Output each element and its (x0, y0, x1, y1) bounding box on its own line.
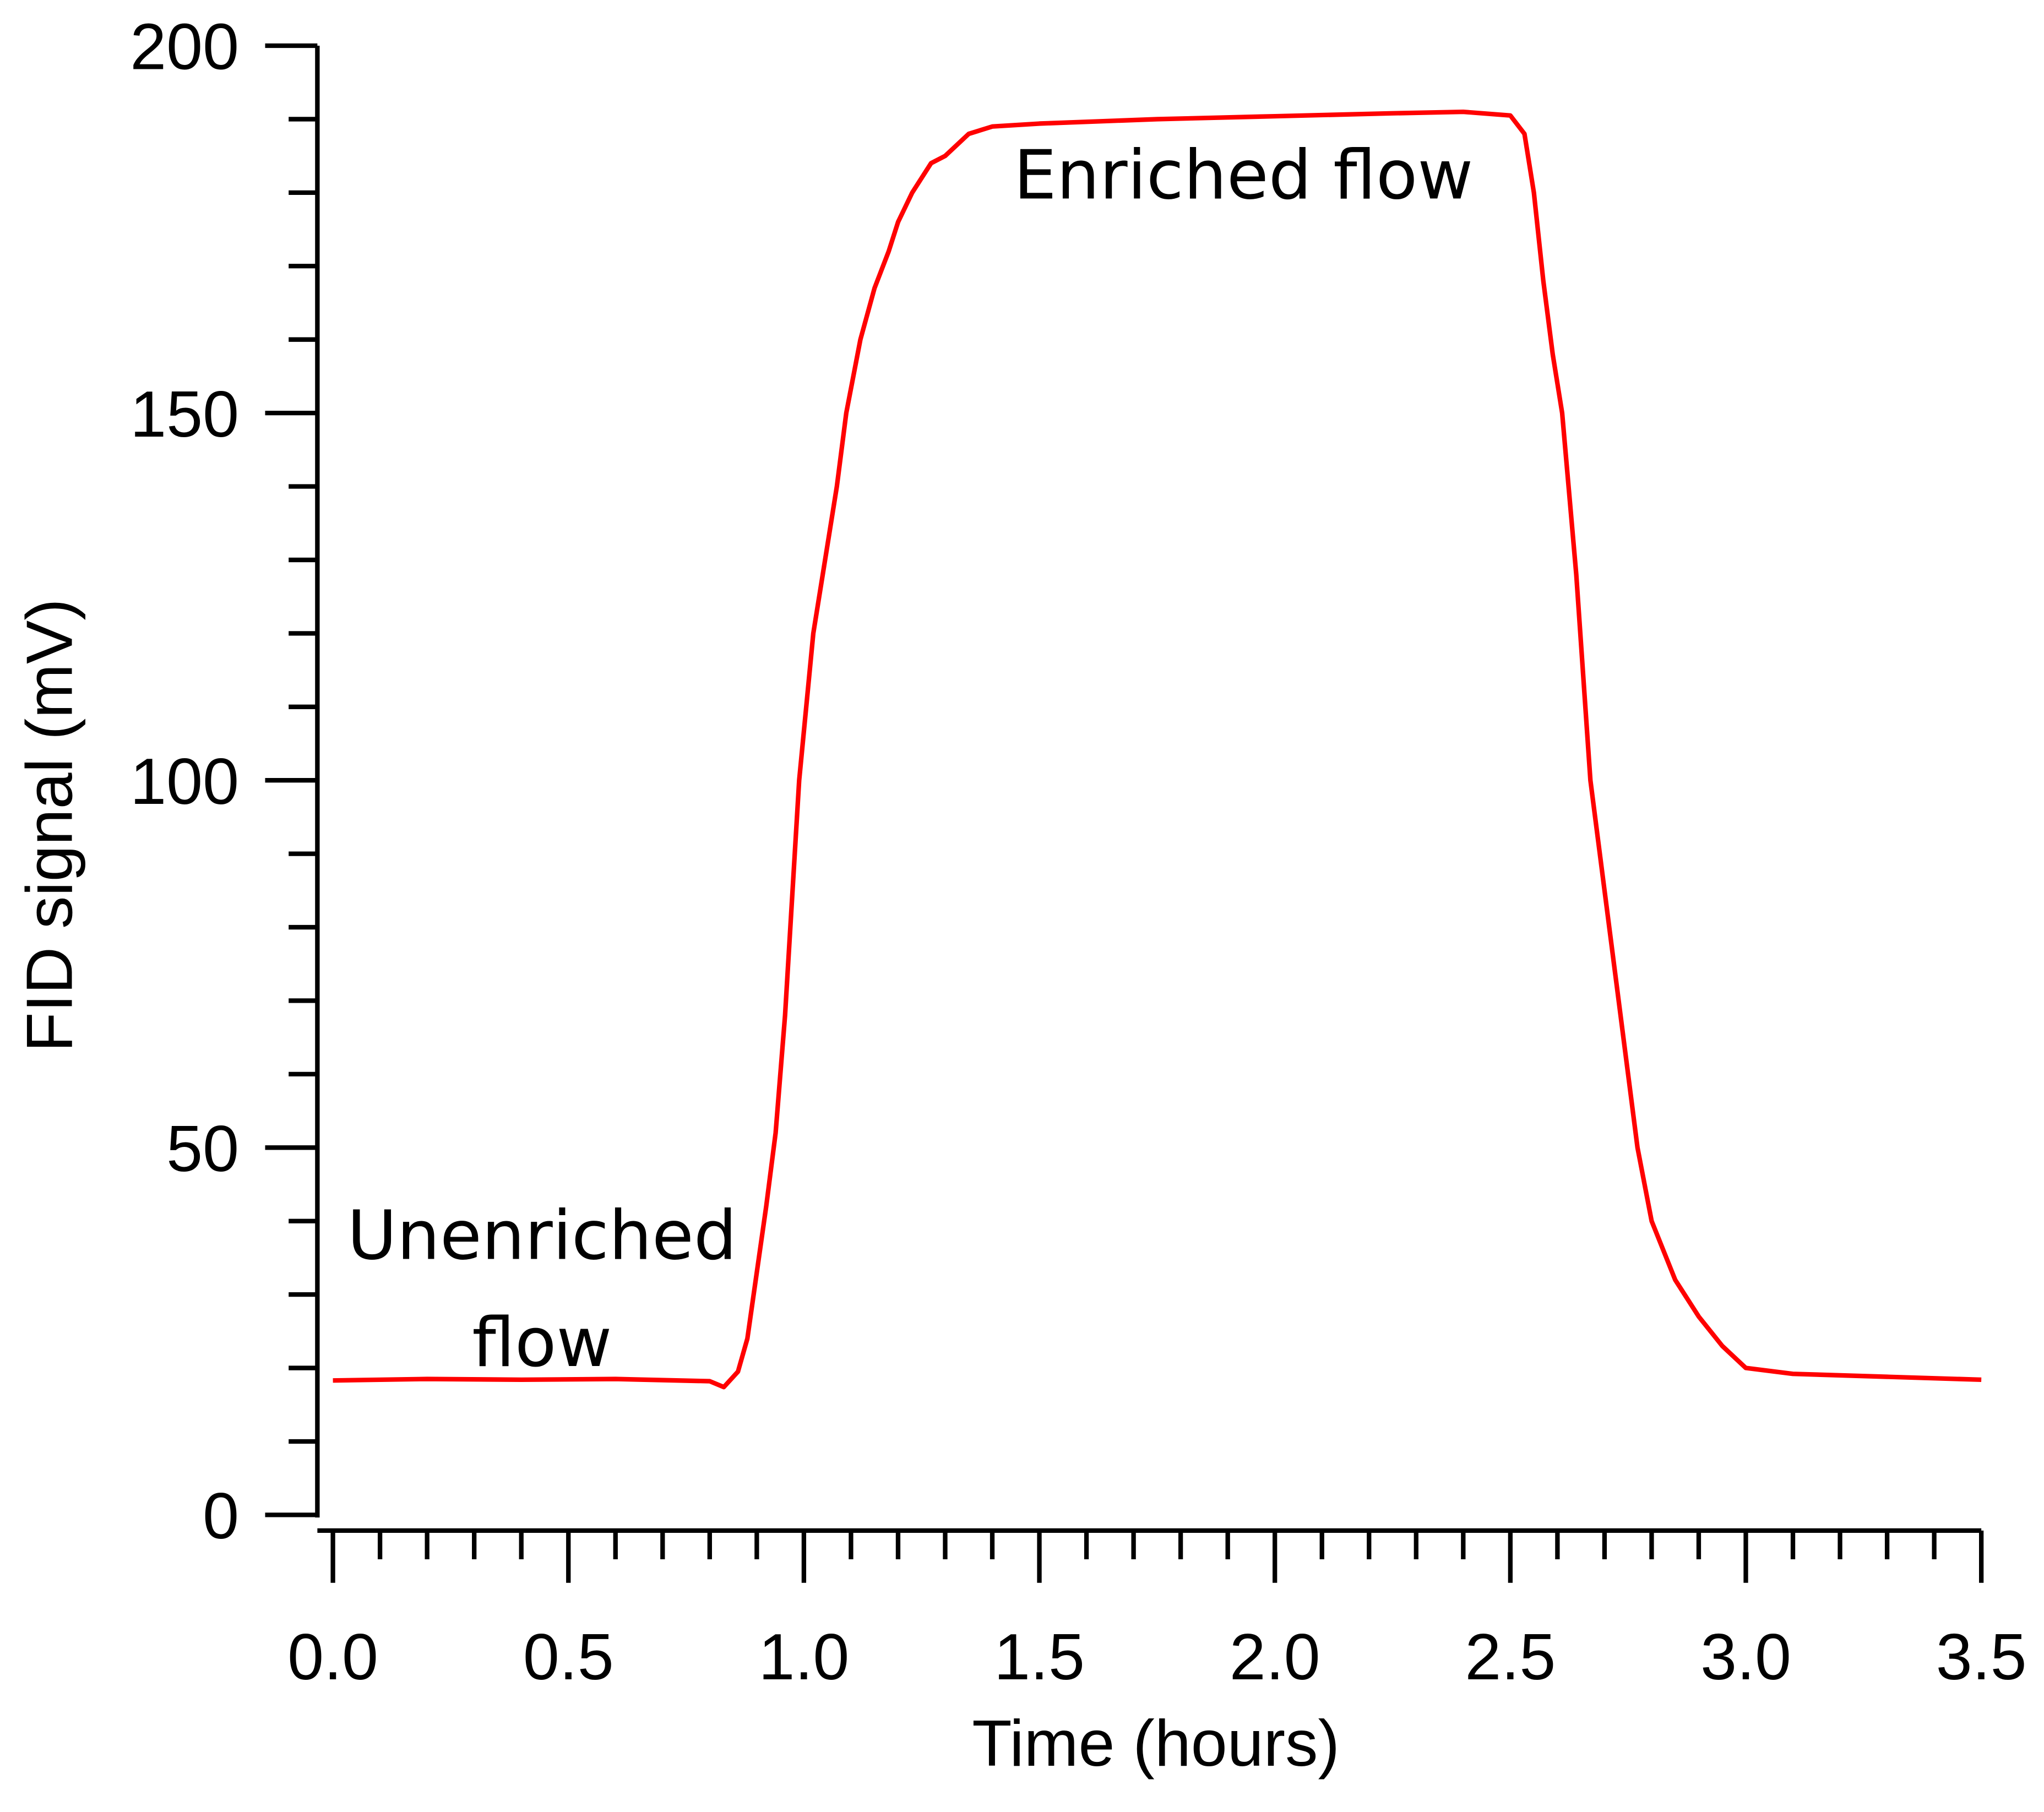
x-tick-label: 3.0 (1700, 1621, 1791, 1694)
y-tick-label: 200 (130, 11, 239, 84)
y-tick-label: 150 (130, 378, 239, 451)
x-axis-title: Time (hours) (972, 1707, 1340, 1780)
annotation: flow (472, 1304, 612, 1383)
x-tick-label: 2.0 (1230, 1621, 1320, 1694)
data-line (333, 109, 1982, 1390)
x-tick-label: 1.0 (758, 1621, 849, 1694)
x-tick-label: 2.5 (1465, 1621, 1556, 1694)
x-tick-label: 3.5 (1936, 1621, 2027, 1694)
annotation: Unenriched (347, 1197, 737, 1276)
y-tick-label: 100 (130, 746, 239, 818)
y-tick-label: 0 (203, 1480, 239, 1553)
y-tick-label: 50 (166, 1113, 239, 1185)
x-tick-label: 0.5 (523, 1621, 614, 1694)
x-tick-label: 1.5 (994, 1621, 1085, 1694)
annotation: Enriched flow (1014, 137, 1473, 215)
x-tick-label: 0.0 (287, 1621, 378, 1694)
y-axis-title: FID signal (mV) (13, 598, 86, 1052)
